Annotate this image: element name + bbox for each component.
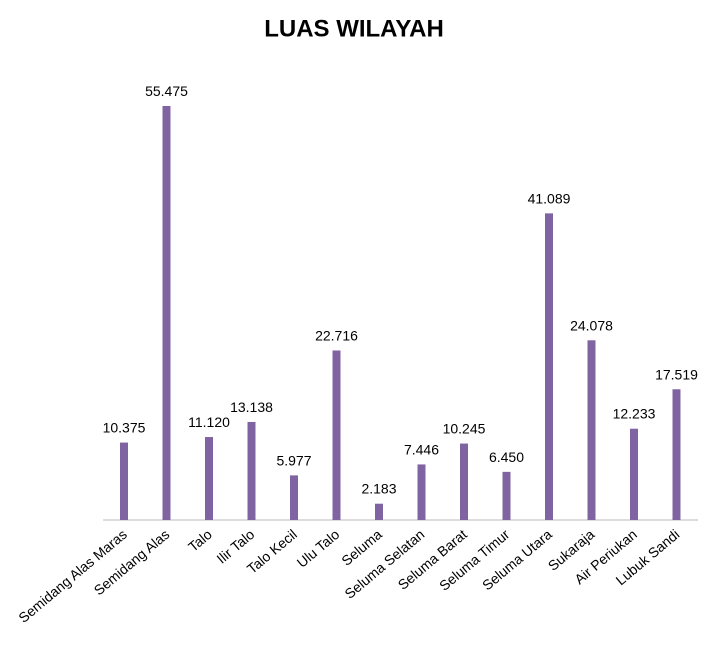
bar	[290, 475, 298, 520]
chart-title: LUAS WILAYAH	[264, 15, 444, 42]
x-tick-label: Ulu Talo	[294, 526, 343, 571]
data-label: 13.138	[230, 399, 273, 415]
bar	[587, 340, 596, 520]
bar	[502, 471, 511, 520]
bar	[417, 464, 426, 520]
data-label: 22.716	[315, 327, 358, 343]
bar	[630, 428, 638, 520]
bar	[545, 213, 553, 520]
data-label: 7.446	[404, 441, 439, 457]
data-label: 55.475	[145, 83, 188, 99]
data-label: 11.120	[188, 414, 230, 430]
bar	[672, 389, 681, 520]
data-label: 6.450	[489, 449, 524, 465]
data-label: 5.977	[276, 452, 311, 468]
data-label: 2.183	[361, 481, 396, 497]
bar	[460, 443, 468, 520]
data-label: 10.245	[443, 421, 486, 437]
data-label: 12.233	[613, 406, 656, 422]
bar	[247, 421, 256, 520]
data-label: 17.519	[655, 366, 698, 382]
x-tick-label: Talo	[185, 526, 215, 555]
bar	[205, 437, 213, 520]
data-label: 10.375	[103, 420, 146, 436]
bar	[162, 106, 171, 520]
bar	[120, 442, 128, 520]
data-label: 41.089	[528, 190, 571, 206]
bar	[375, 503, 383, 520]
x-tick-label: Semidang Alas	[91, 526, 173, 598]
data-label: 24.078	[570, 317, 613, 333]
bar	[332, 350, 341, 520]
